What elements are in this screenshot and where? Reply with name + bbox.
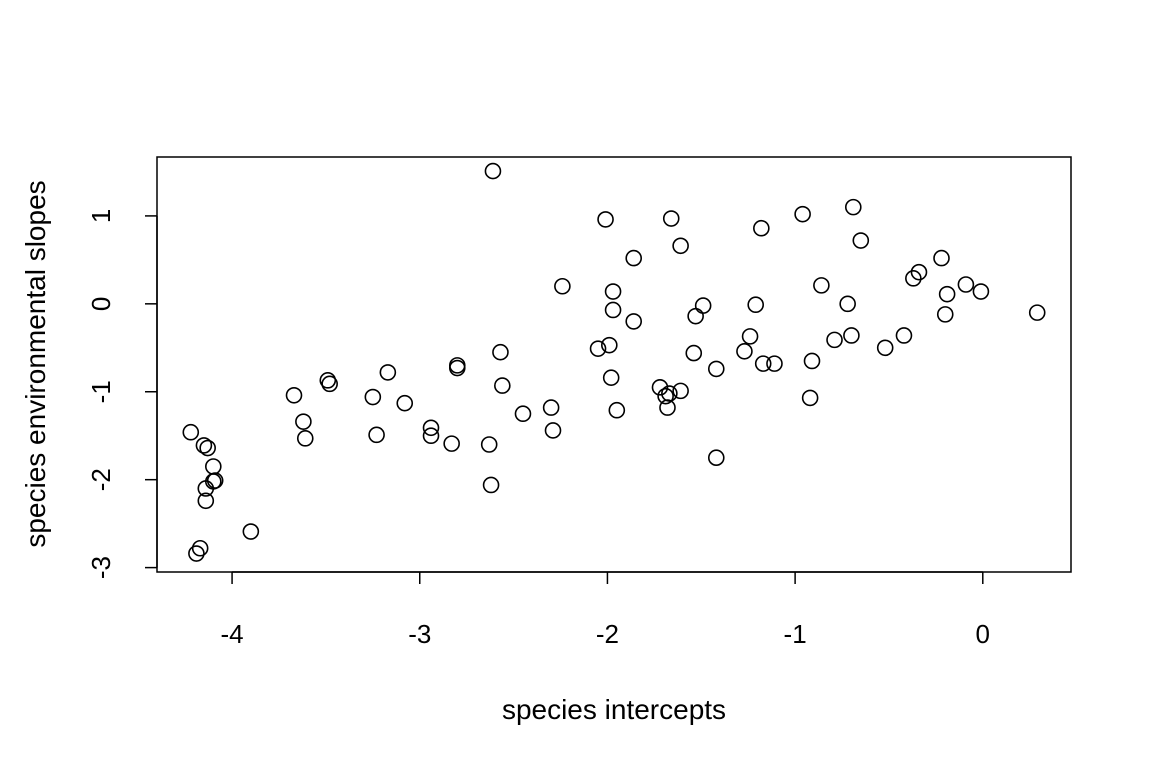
data-point xyxy=(657,387,674,405)
data-point xyxy=(364,388,382,406)
data-point xyxy=(707,360,725,378)
data-point xyxy=(482,476,500,494)
data-point xyxy=(589,340,607,357)
data-point xyxy=(197,492,215,510)
data-point xyxy=(422,419,440,437)
data-point xyxy=(368,426,385,444)
data-point xyxy=(608,401,626,419)
data-point xyxy=(813,277,830,294)
data-point xyxy=(661,385,678,402)
data-point xyxy=(544,422,562,439)
data-point xyxy=(741,328,759,345)
data-point xyxy=(972,283,990,300)
data-point xyxy=(938,285,956,303)
data-point xyxy=(852,232,870,249)
data-point xyxy=(199,439,216,457)
data-point xyxy=(910,263,928,281)
data-point xyxy=(601,336,618,354)
data-point xyxy=(933,249,950,267)
data-point xyxy=(794,205,811,223)
y-tick-label: 1 xyxy=(86,209,116,223)
data-point xyxy=(672,382,689,400)
data-point xyxy=(803,352,821,370)
data-point xyxy=(753,219,770,237)
data-point xyxy=(182,423,200,441)
data-point xyxy=(494,377,511,394)
data-point xyxy=(554,277,571,295)
data-point xyxy=(672,237,689,255)
data-point xyxy=(295,413,312,430)
data-point xyxy=(895,327,913,344)
data-point xyxy=(685,344,703,362)
data-points xyxy=(182,162,1046,562)
data-point xyxy=(448,359,466,377)
data-point xyxy=(625,313,643,330)
data-point xyxy=(1028,304,1046,321)
data-point xyxy=(296,430,314,447)
data-point xyxy=(195,437,213,454)
data-point xyxy=(876,339,894,357)
x-axis: -4 -3 -2 -1 0 xyxy=(221,571,990,649)
data-point xyxy=(242,523,260,540)
data-point xyxy=(801,389,819,407)
data-point xyxy=(604,301,622,319)
data-point xyxy=(191,539,209,557)
data-point xyxy=(707,449,725,466)
x-axis-title: species intercepts xyxy=(502,694,726,725)
y-tick-label: -2 xyxy=(86,468,116,491)
data-point xyxy=(285,386,303,404)
data-point xyxy=(651,379,669,396)
data-point xyxy=(936,306,954,323)
data-point xyxy=(754,355,772,372)
data-point xyxy=(766,355,783,372)
y-axis: -3 -2 -1 0 1 xyxy=(86,209,158,579)
data-point xyxy=(662,210,680,227)
data-point xyxy=(905,270,922,287)
data-point xyxy=(321,375,338,393)
data-point xyxy=(319,372,337,389)
data-point xyxy=(694,297,712,314)
y-tick-label: -1 xyxy=(86,380,116,403)
data-point xyxy=(844,198,862,216)
data-point xyxy=(422,427,440,445)
data-point xyxy=(736,343,753,360)
data-point xyxy=(625,249,643,267)
data-point xyxy=(602,369,620,386)
data-point xyxy=(597,211,614,228)
data-point xyxy=(514,405,532,423)
x-tick-label: 0 xyxy=(976,619,990,649)
data-point xyxy=(604,283,622,300)
x-tick-label: -2 xyxy=(596,619,619,649)
data-point xyxy=(542,399,560,416)
data-point xyxy=(843,327,860,344)
data-point xyxy=(443,435,460,452)
x-tick-label: -1 xyxy=(784,619,807,649)
data-point xyxy=(492,343,509,361)
data-point xyxy=(747,296,764,314)
data-point xyxy=(484,162,502,180)
data-point xyxy=(197,480,215,497)
data-point xyxy=(480,436,498,453)
x-tick-label: -4 xyxy=(221,619,244,649)
data-point xyxy=(839,295,856,313)
y-tick-label: 0 xyxy=(86,297,116,311)
data-point xyxy=(379,364,397,381)
x-tick-label: -3 xyxy=(408,619,431,649)
data-point xyxy=(188,545,205,562)
y-tick-label: -3 xyxy=(86,556,116,579)
data-point xyxy=(957,276,975,293)
y-axis-title: species environmental slopes xyxy=(20,180,51,547)
data-point xyxy=(396,394,414,412)
data-point xyxy=(826,331,843,349)
